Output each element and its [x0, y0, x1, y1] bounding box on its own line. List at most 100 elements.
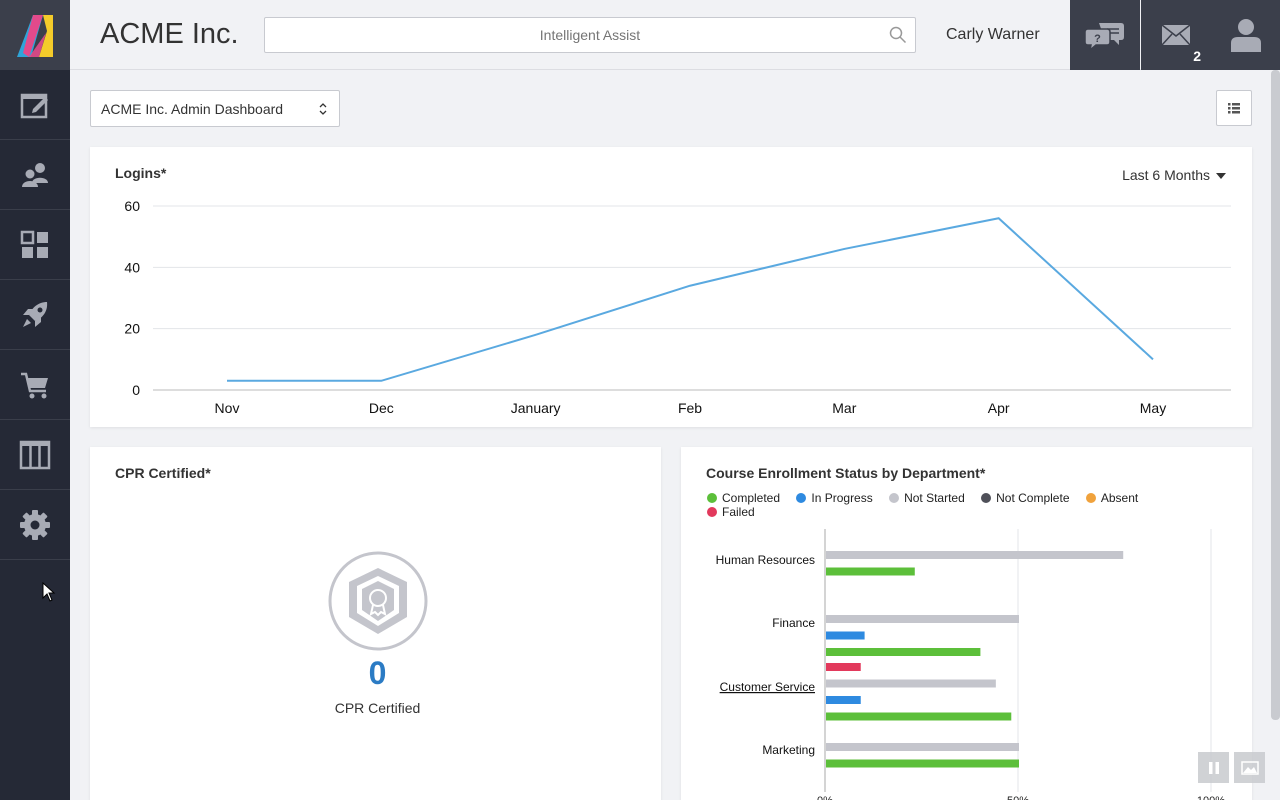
- brand-title: ACME Inc.: [100, 18, 239, 50]
- messages-button[interactable]: 2: [1141, 0, 1211, 70]
- legend-item[interactable]: Absent: [1085, 491, 1139, 505]
- bar-not-started: [826, 551, 1124, 559]
- x-tick-label: May: [1140, 400, 1166, 416]
- cpr-title: CPR Certified*: [115, 465, 211, 481]
- legend-dot: [796, 493, 807, 503]
- search-icon[interactable]: [889, 26, 907, 44]
- bar-not-started: [826, 743, 1019, 751]
- sidebar-item-settings[interactable]: [0, 490, 70, 560]
- enrollment-bar-chart: 0% 50% 100% Human Resources Finance Customer …: [716, 529, 1225, 800]
- cpr-label: CPR Certified: [334, 700, 421, 716]
- enrollment-title: Course Enrollment Status by Department*: [706, 465, 986, 481]
- category-label: Marketing: [762, 743, 815, 757]
- enrollment-card: Course Enrollment Status by Department* …: [681, 447, 1252, 800]
- profile-button[interactable]: [1211, 0, 1280, 70]
- bar-failed: [826, 663, 861, 671]
- envelope-icon: [1161, 24, 1191, 46]
- sidebar: [0, 0, 70, 800]
- x-tick-label: Mar: [832, 400, 856, 416]
- x-tick-label: January: [511, 400, 561, 416]
- bar-completed: [826, 567, 915, 576]
- list-icon: [1228, 103, 1240, 114]
- range-dropdown[interactable]: Last 6 Months: [1122, 167, 1226, 183]
- x-tick-label: 50%: [1007, 795, 1029, 800]
- category-label: Finance: [772, 616, 815, 630]
- x-tick-label: 100%: [1197, 795, 1225, 800]
- x-tick-label: Feb: [678, 400, 702, 416]
- logins-line-chart: 0 20 40 60 Nov Dec January Feb Mar Apr May: [124, 198, 1231, 416]
- user-name[interactable]: Carly Warner: [946, 26, 1040, 43]
- legend-label: Failed: [722, 505, 755, 519]
- chat-icon: ?: [1085, 23, 1124, 51]
- legend-item[interactable]: In Progress: [796, 491, 873, 505]
- sidebar-item-dashboard[interactable]: [0, 210, 70, 280]
- pause-button[interactable]: [1198, 752, 1229, 783]
- legend-label: Not Complete: [996, 491, 1070, 505]
- dashboard-select-value: ACME Inc. Admin Dashboard: [101, 101, 284, 117]
- search-box[interactable]: [264, 17, 916, 53]
- sidebar-item-edit[interactable]: [0, 70, 70, 140]
- page-scrollbar[interactable]: [1271, 70, 1280, 720]
- y-tick-label: 40: [124, 259, 140, 275]
- bar-completed: [826, 712, 1012, 721]
- legend-dot: [889, 493, 900, 503]
- user-icon: [1231, 19, 1261, 52]
- legend-dot: [707, 493, 717, 503]
- category-label: Customer Service: [720, 680, 816, 694]
- legend-item[interactable]: Completed: [707, 491, 780, 505]
- users-icon: [22, 162, 48, 187]
- legend-dot: [707, 507, 717, 517]
- legend-item[interactable]: Not Complete: [981, 491, 1070, 505]
- bar-completed: [826, 648, 981, 656]
- sort-arrows-icon: [319, 103, 327, 115]
- columns-icon: [19, 440, 51, 469]
- mouse-cursor-icon: [42, 582, 56, 602]
- logo[interactable]: [0, 0, 70, 70]
- dashboard-icon: [20, 230, 48, 258]
- bar-in-progress: [826, 631, 865, 640]
- cart-icon: [21, 372, 48, 398]
- legend-dot: [981, 493, 992, 503]
- category-label: Human Resources: [716, 553, 815, 567]
- range-label: Last 6 Months: [1122, 167, 1210, 183]
- caret-down-icon: [1216, 173, 1226, 180]
- list-view-button[interactable]: [1216, 90, 1252, 126]
- image-icon: [1240, 760, 1259, 775]
- messages-badge: 2: [1193, 48, 1201, 64]
- legend-label: Not Started: [904, 491, 965, 505]
- y-tick-label: 0: [132, 382, 140, 398]
- x-tick-label: Dec: [369, 400, 394, 416]
- legend-item[interactable]: Failed: [707, 505, 755, 519]
- bar-not-started: [826, 615, 1019, 623]
- search-input[interactable]: [265, 18, 915, 52]
- logo-icon: [17, 15, 53, 57]
- legend-label: Completed: [722, 491, 781, 505]
- rocket-icon: [23, 301, 48, 327]
- logins-card: Logins* Last 6 Months 0 20 40 60 Nov Dec Janua…: [90, 147, 1252, 427]
- sidebar-item-rocket[interactable]: [0, 280, 70, 350]
- header: ACME Inc. Carly Warner ? 2: [70, 0, 1280, 70]
- bar-completed: [826, 759, 1019, 768]
- sidebar-item-users[interactable]: [0, 140, 70, 210]
- bar-in-progress: [826, 696, 861, 704]
- logins-series-line: [227, 217, 1154, 382]
- cpr-card: CPR Certified* 0 CPR Certified: [90, 447, 661, 800]
- legend-label: In Progress: [811, 491, 873, 505]
- chat-button[interactable]: ?: [1070, 0, 1140, 70]
- x-tick-label: 0%: [817, 795, 833, 800]
- pause-icon: [1208, 761, 1219, 774]
- sidebar-item-cart[interactable]: [0, 350, 70, 420]
- legend-label: Absent: [1100, 491, 1139, 505]
- dashboard-select[interactable]: ACME Inc. Admin Dashboard: [90, 90, 340, 127]
- picture-button[interactable]: [1234, 752, 1265, 783]
- cpr-count: 0: [368, 655, 387, 691]
- y-tick-label: 20: [124, 321, 140, 337]
- certificate-badge-icon: [328, 551, 428, 651]
- enrollment-legend: Completed In Progress Not Started Not Co…: [707, 491, 1177, 519]
- svg-text:?: ?: [1094, 33, 1101, 45]
- bar-not-started: [826, 679, 996, 688]
- sidebar-item-columns[interactable]: [0, 420, 70, 490]
- x-tick-label: Nov: [215, 400, 240, 416]
- legend-item[interactable]: Not Started: [889, 491, 965, 505]
- x-tick-label: Apr: [988, 400, 1010, 416]
